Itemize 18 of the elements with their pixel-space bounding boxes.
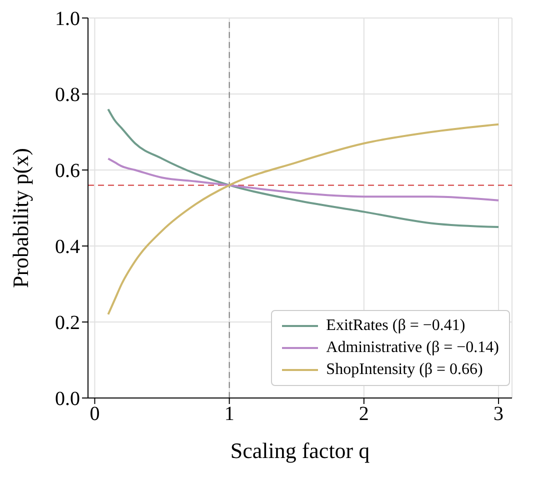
x-tick-label: 2 [358, 403, 369, 426]
x-tick-label: 1 [224, 403, 234, 426]
legend-label: ExitRates (β = −0.41) [326, 316, 466, 336]
y-tick-label: 0.4 [55, 236, 80, 258]
line-series [107, 123, 500, 316]
x-axis-title: Scaling factor q [230, 438, 370, 463]
y-axis-title: Probability p(x) [8, 148, 33, 288]
y-tick-label: 0.6 [55, 160, 80, 182]
y-tick-label: 0.0 [55, 388, 80, 410]
x-tick-label: 0 [90, 403, 100, 426]
y-tick-label: 1.0 [55, 8, 80, 30]
x-tick-label: 3 [494, 403, 504, 426]
line-series [107, 158, 500, 202]
legend-label: ShopIntensity (β = 0.66) [326, 360, 483, 380]
legend-label: Administrative (β = −0.14) [326, 338, 499, 358]
y-tick-label: 0.8 [55, 84, 80, 106]
line-series [107, 108, 500, 228]
y-tick-label: 0.2 [55, 312, 80, 334]
